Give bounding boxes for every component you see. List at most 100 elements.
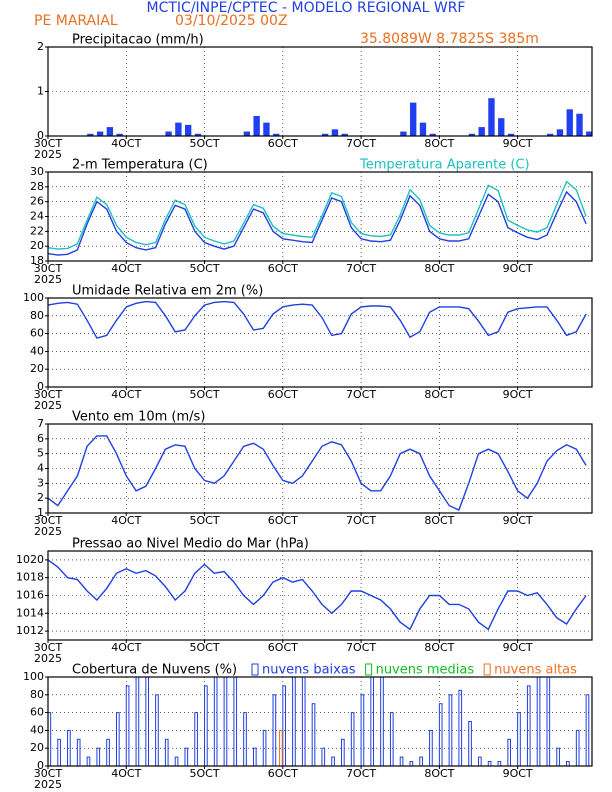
x-tick-label: 30CT <box>34 262 63 275</box>
x-tick-label: 8OCT <box>424 767 454 780</box>
y-tick-label: 0 <box>37 759 44 772</box>
x-year-label: 2025 <box>34 778 62 791</box>
x-tick-label: 5OCT <box>190 641 220 654</box>
x-tick-label: 9OCT <box>503 767 533 780</box>
y-tick-label: 4 <box>37 462 44 475</box>
y-tick-label: 26 <box>30 195 44 208</box>
panel-title: Pressao ao Nivel Medio do Mar (hPa) <box>72 537 309 552</box>
y-tick-label: 80 <box>30 309 44 322</box>
x-tick-label: 7OCT <box>346 262 376 275</box>
x-tick-label: 9OCT <box>503 137 533 150</box>
bar <box>116 133 123 136</box>
bar <box>556 129 564 136</box>
x-tick-label: 4OCT <box>111 767 141 780</box>
plot-frame <box>47 297 593 388</box>
location: PE MARAIAL <box>34 13 118 29</box>
panel-title: Umidade Relativa em 2m (%) <box>72 284 263 299</box>
bar <box>321 133 329 136</box>
series-label: 2-m Temperatura (C) <box>72 158 208 173</box>
x-tick-label: 30CT <box>34 641 63 654</box>
bar <box>243 131 251 136</box>
legend-label: nuvens altas <box>494 663 577 678</box>
legend-label: nuvens medias <box>376 663 475 678</box>
bar <box>488 98 495 136</box>
series-line <box>47 435 587 511</box>
y-tick-label: 6 <box>37 432 44 445</box>
y-tick-label: 18 <box>30 254 44 267</box>
x-tick-label: 6OCT <box>268 262 298 275</box>
x-tick-label: 5OCT <box>190 137 220 150</box>
bar <box>175 122 182 136</box>
x-tick-label: 30CT <box>34 137 63 150</box>
y-tick-label: 60 <box>30 706 44 719</box>
bar <box>507 133 515 136</box>
y-tick-label: 28 <box>30 180 44 193</box>
y-tick-label: 60 <box>30 327 44 340</box>
x-tick-label: 6OCT <box>268 767 298 780</box>
bar <box>586 131 593 136</box>
y-tick-label: 80 <box>30 688 44 701</box>
x-tick-label: 6OCT <box>268 137 298 150</box>
plot-frame <box>47 46 593 137</box>
x-tick-label: 7OCT <box>346 641 376 654</box>
y-tick-label: 24 <box>30 210 44 223</box>
x-tick-label: 9OCT <box>503 388 533 401</box>
bar <box>87 133 94 136</box>
series-line <box>47 190 587 256</box>
x-year-label: 2025 <box>34 525 62 538</box>
bar <box>273 133 280 136</box>
x-year-label: 2025 <box>34 399 62 412</box>
y-tick-label: 1014 <box>16 606 44 619</box>
x-year-label: 2025 <box>34 273 62 286</box>
y-tick-label: 2 <box>37 40 44 53</box>
x-tick-label: 9OCT <box>503 641 533 654</box>
legend-swatch <box>251 663 259 676</box>
series-label: Temperatura Aparente (C) <box>359 158 530 173</box>
y-tick-label: 20 <box>30 362 44 375</box>
x-tick-label: 5OCT <box>190 514 220 527</box>
bar <box>341 133 348 136</box>
x-tick-label: 7OCT <box>346 514 376 527</box>
y-tick-label: 30 <box>30 165 44 178</box>
bar <box>96 131 104 136</box>
bar <box>106 127 114 136</box>
bar <box>400 131 407 136</box>
x-tick-label: 6OCT <box>268 388 298 401</box>
plot-frame <box>47 676 593 767</box>
bar <box>263 122 270 136</box>
x-tick-label: 8OCT <box>424 262 454 275</box>
y-tick-label: 1 <box>37 506 44 519</box>
plot-frame <box>47 171 593 262</box>
x-tick-label: 5OCT <box>190 262 220 275</box>
x-year-label: 2025 <box>34 652 62 665</box>
x-tick-label: 30CT <box>34 767 63 780</box>
x-year-label: 2025 <box>34 148 62 161</box>
bar <box>429 133 436 136</box>
y-tick-label: 1012 <box>16 624 44 637</box>
bar <box>165 131 172 136</box>
bar <box>546 133 554 136</box>
x-tick-label: 5OCT <box>190 388 220 401</box>
plot-background <box>48 298 592 387</box>
header-title: MCTIC/INPE/CPTEC - MODELO REGIONAL WRF <box>147 0 466 16</box>
y-tick-label: 0 <box>37 129 44 142</box>
x-tick-label: 9OCT <box>503 262 533 275</box>
series-line <box>47 559 587 631</box>
series-line <box>47 300 587 339</box>
x-tick-label: 7OCT <box>346 137 376 150</box>
panel-title: Cobertura de Nuvens (%) <box>72 663 237 678</box>
panel-title: Vento em 10m (m/s) <box>72 410 205 425</box>
y-tick-label: 0 <box>37 380 44 393</box>
x-tick-label: 7OCT <box>346 388 376 401</box>
x-tick-label: 9OCT <box>503 514 533 527</box>
bar <box>576 113 583 136</box>
y-tick-label: 7 <box>37 417 44 430</box>
legend-swatch <box>483 663 491 676</box>
x-tick-label: 6OCT <box>268 641 298 654</box>
legend-swatch <box>365 663 373 676</box>
coordinates: 35.8089W 8.7825S 385m <box>360 31 539 47</box>
y-tick-label: 3 <box>37 476 44 489</box>
y-tick-label: 100 <box>23 670 44 683</box>
y-tick-label: 22 <box>30 224 44 237</box>
bar <box>566 109 573 136</box>
